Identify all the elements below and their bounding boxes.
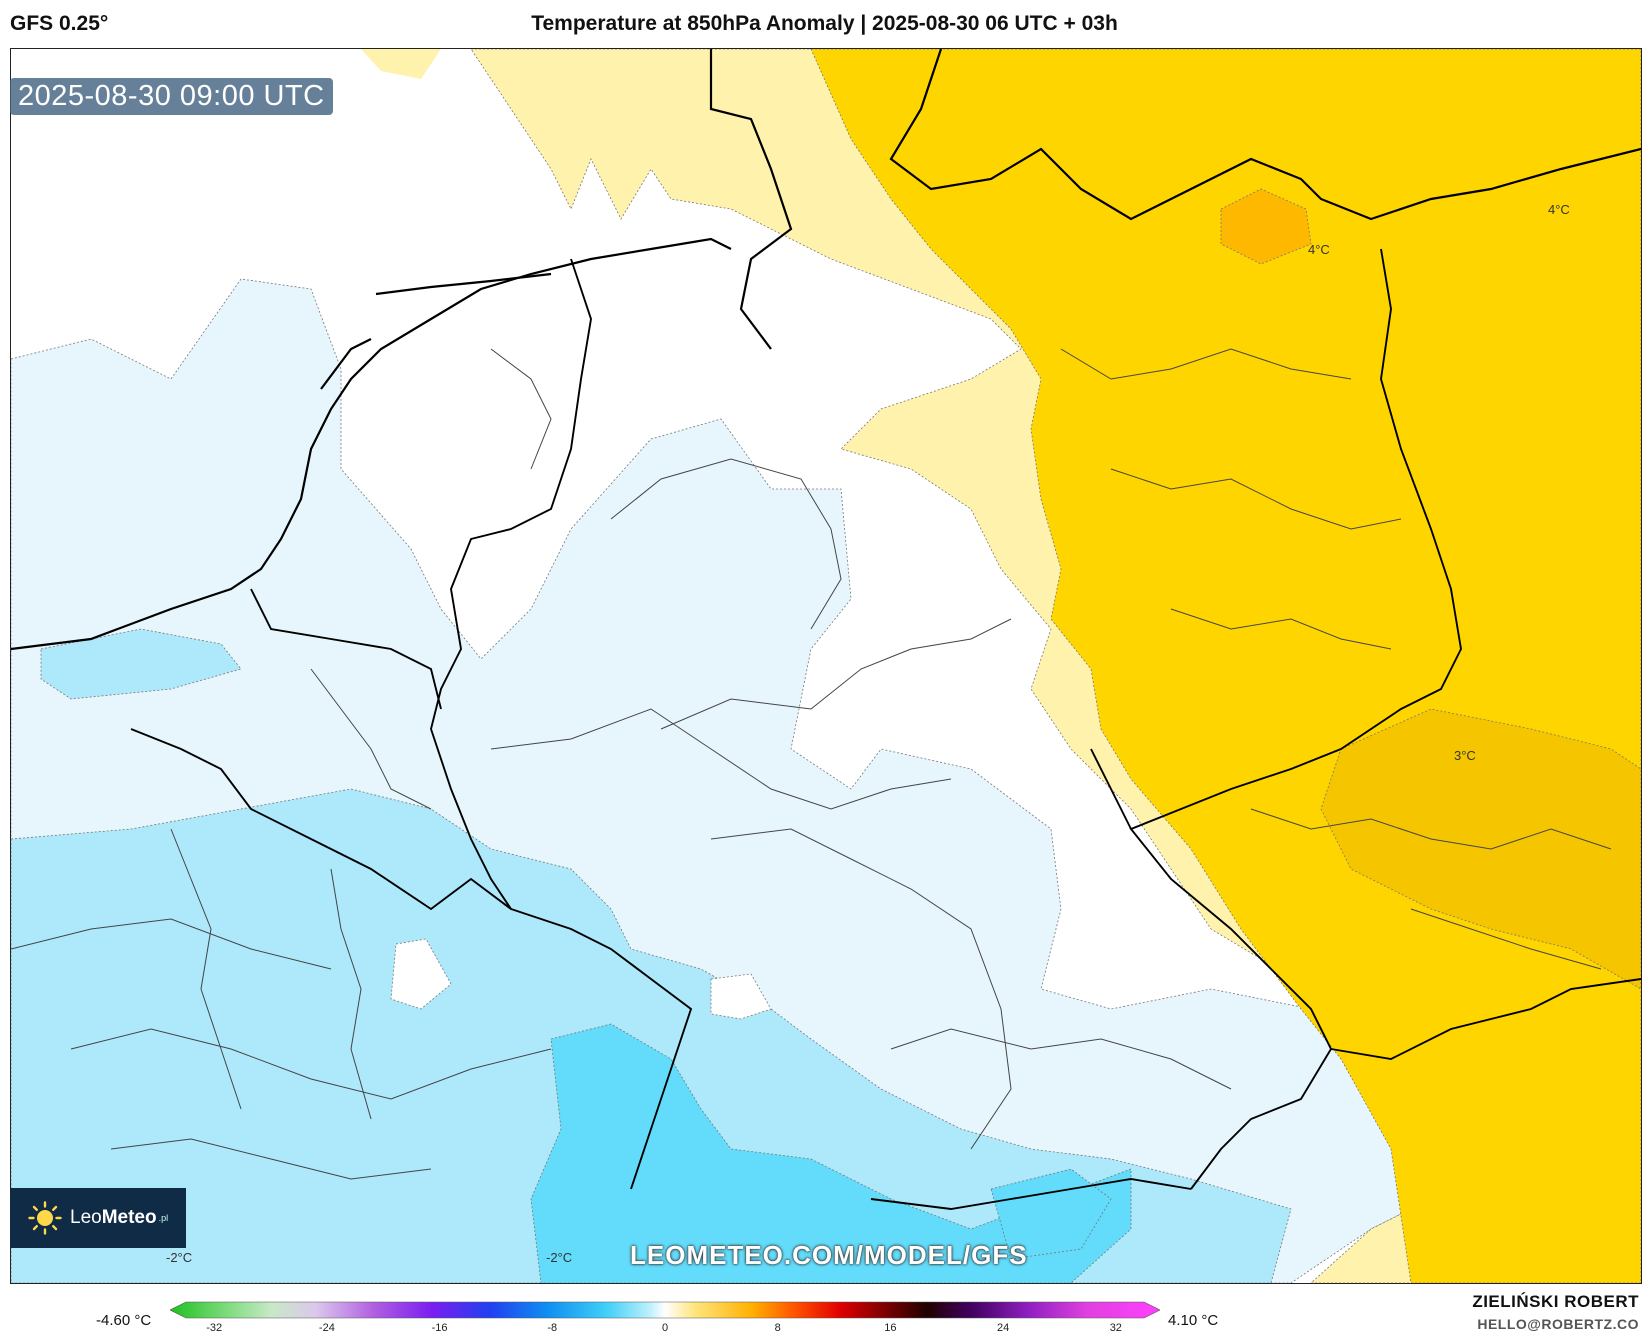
strong-warm-anomaly-area [1220, 188, 1312, 265]
website-watermark: LEOMETEO.COM/MODEL/GFS [630, 1240, 1028, 1270]
valid-time-badge: 2025-08-30 09:00 UTC [10, 78, 333, 115]
model-name: GFS 0.25° [10, 12, 109, 35]
colorbar-min-label: -4.60 °C [96, 1312, 152, 1329]
coastline [11, 49, 1641, 651]
colorbar-tick-label: 0 [661, 1322, 669, 1334]
contour-label: 3°C [1454, 748, 1476, 763]
cold-anomaly-pocket [990, 1168, 1112, 1260]
author-email[interactable]: HELLO@ROBERTZ.CO [1477, 1316, 1639, 1332]
colorbar-tick-label: -16 [431, 1322, 448, 1334]
map-frame[interactable] [10, 48, 1642, 1284]
colorbar [170, 1301, 1160, 1319]
cool-anomaly-area [11, 788, 1292, 1283]
strong-warm-anomaly-area [1320, 708, 1641, 990]
neutral-hole [390, 938, 452, 1010]
colorbar-max-label: 4.10 °C [1168, 1312, 1219, 1329]
leometeo-logo[interactable]: LeoMeteo .pl [10, 1188, 186, 1248]
colorbar-gradient [170, 1301, 1160, 1319]
colorbar-tick-label: 8 [774, 1322, 781, 1334]
region-borders [11, 348, 1612, 1180]
mild-warm-anomaly-pocket [361, 49, 441, 79]
neutral-hole [710, 973, 772, 1020]
country-borders [130, 248, 1641, 1210]
colorbar-tick-label: 32 [1109, 1322, 1122, 1334]
contour-label: -2°C [546, 1250, 573, 1265]
cool-anomaly-pocket [40, 628, 242, 700]
author-name: ZIELIŃSKI ROBERT [1472, 1292, 1639, 1311]
colorbar-tick-label: 16 [884, 1322, 897, 1334]
logo-suffix: .pl [158, 1213, 169, 1223]
contour-label: 4°C [1308, 242, 1330, 257]
colorbar-tick-label: -24 [318, 1322, 335, 1334]
contour-label: -2°C [166, 1250, 193, 1265]
colorbar-tick-label: -32 [206, 1322, 223, 1334]
warm-anomaly-area [810, 49, 1641, 1283]
contour-label: 4°C [1548, 202, 1570, 217]
anomaly-map[interactable] [11, 49, 1641, 1283]
map-title: Temperature at 850hPa Anomaly | 2025-08-… [531, 12, 1118, 35]
colorbar-tick-label: -8 [547, 1322, 558, 1334]
logo-wordmark: LeoMeteo [70, 1207, 157, 1228]
colorbar-tick-label: 24 [996, 1322, 1010, 1334]
sun-icon [28, 1201, 62, 1235]
